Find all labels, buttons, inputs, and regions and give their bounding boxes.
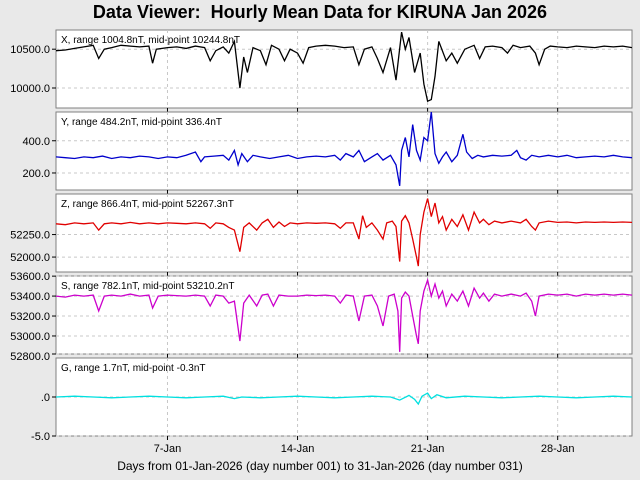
y-tick-label: 53000.0 <box>10 331 50 343</box>
y-tick-label: .0 <box>41 392 50 404</box>
y-tick-label: -5.0 <box>31 431 50 443</box>
panel-x-series-line <box>56 31 632 103</box>
panel-z-label: Z, range 866.4nT, mid-point 52267.3nT <box>61 199 234 210</box>
y-tick-label: 400.0 <box>22 136 50 148</box>
y-tick-label: 53200.0 <box>10 311 50 323</box>
y-tick-label: 52250.0 <box>10 230 50 242</box>
panel-g: -5.0 .0 G, range 1.7nT, mid-point -0.3nT <box>31 357 633 443</box>
panel-s: 52800.0 53000.0 53200.0 53400.0 53600.0 S, ra… <box>10 271 633 363</box>
y-tick-label: 200.0 <box>22 168 50 180</box>
x-tick-label: 28-Jan <box>541 443 575 455</box>
x-tick-label: 21-Jan <box>411 443 445 455</box>
x-tick-label: 7-Jan <box>154 443 182 455</box>
panel-x-label: X, range 1004.8nT, mid-point 10244.8nT <box>61 35 240 46</box>
panel-y: 200.0 400.0 Y, range 484.2nT, mid-point 33… <box>22 111 633 194</box>
panel-z-frame <box>55 193 633 273</box>
panel-x: 10000.0 10500.0 X, range 1004.8nT, mid-poi… <box>10 29 633 112</box>
y-tick-label: 10500.0 <box>10 44 50 56</box>
panel-s-series-line <box>56 277 632 352</box>
panel-z: 52000.0 52250.0 Z, range 866.4nT, mid-poin… <box>10 193 633 276</box>
y-tick-label: 10000.0 <box>10 83 50 95</box>
panel-y-frame <box>55 111 633 191</box>
chart-title: Data Viewer: Hourly Mean Data for KIRUNA… <box>92 2 548 22</box>
y-tick-label: 53400.0 <box>10 291 50 303</box>
x-tick-label: 14-Jan <box>281 443 315 455</box>
y-tick-label: 52800.0 <box>10 351 50 363</box>
panel-s-label: S, range 782.1nT, mid-point 53210.2nT <box>61 281 234 292</box>
x-axis-label: Days from 01-Jan-2026 (day number 001) t… <box>117 459 523 473</box>
panel-g-series-line <box>56 392 632 406</box>
panel-z-series-line <box>56 198 632 267</box>
panel-g-label: G, range 1.7nT, mid-point -0.3nT <box>61 363 206 374</box>
panel-y-label: Y, range 484.2nT, mid-point 336.4nT <box>61 117 222 128</box>
y-tick-label: 52000.0 <box>10 252 50 264</box>
y-tick-label: 53600.0 <box>10 271 50 283</box>
panel-y-series-line <box>56 112 632 187</box>
panel-x-frame <box>55 29 633 109</box>
